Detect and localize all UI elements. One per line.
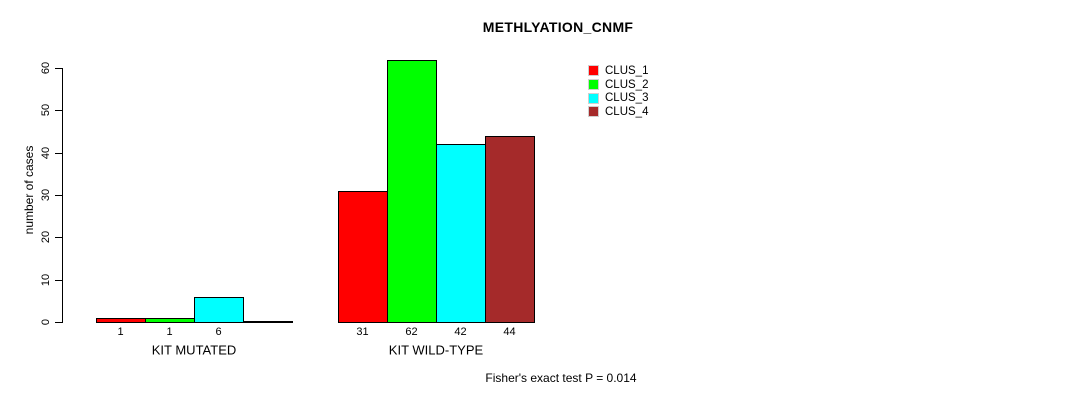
y-tick [55,237,62,238]
chart-title: METHLYATION_CNMF [482,19,634,35]
bar [243,321,293,323]
y-tick [55,153,62,154]
y-axis-line [62,68,63,323]
y-tick [55,68,62,69]
bar [485,136,535,323]
bar-value-label: 1 [117,326,124,338]
group-label: KIT WILD-TYPE [388,342,484,358]
bar-value-label: 42 [454,326,467,338]
legend-label: CLUS_4 [605,105,649,118]
y-tick-label: 60 [40,61,52,75]
y-tick [55,195,62,196]
y-tick [55,322,62,323]
bar [96,318,146,323]
y-tick [55,280,62,281]
legend-swatch [588,106,599,118]
y-tick-label: 10 [40,273,52,287]
legend-swatch [588,92,599,104]
bar-value-label: 1 [166,326,173,338]
bar [194,297,244,323]
legend-label: CLUS_3 [605,92,649,105]
bar [436,144,486,323]
legend-swatch [588,65,599,77]
y-tick-label: 20 [40,230,52,244]
bar-value-label: 44 [503,326,516,338]
y-tick-label: 0 [40,318,52,326]
group-label: KIT MUTATED [151,342,237,358]
legend-label: CLUS_2 [605,78,649,91]
legend-swatch [588,79,599,91]
bar-value-label: 62 [405,326,418,338]
y-tick [55,110,62,111]
legend: CLUS_1 CLUS_2 CLUS_3 CLUS_4 [588,64,648,119]
y-tick-label: 40 [40,146,52,160]
legend-label: CLUS_1 [605,64,649,77]
legend-item: CLUS_3 [588,91,648,105]
bar [387,60,437,323]
bar-value-label: 6 [215,326,222,338]
legend-item: CLUS_2 [588,78,648,92]
fisher-test-annotation: Fisher's exact test P = 0.014 [485,371,637,385]
y-tick-label: 50 [40,103,52,117]
bar [338,191,388,323]
bar [145,318,195,323]
y-tick-label: 30 [40,188,52,202]
bar-value-label: 31 [356,326,369,338]
legend-item: CLUS_1 [588,64,648,78]
legend-item: CLUS_4 [588,105,648,119]
